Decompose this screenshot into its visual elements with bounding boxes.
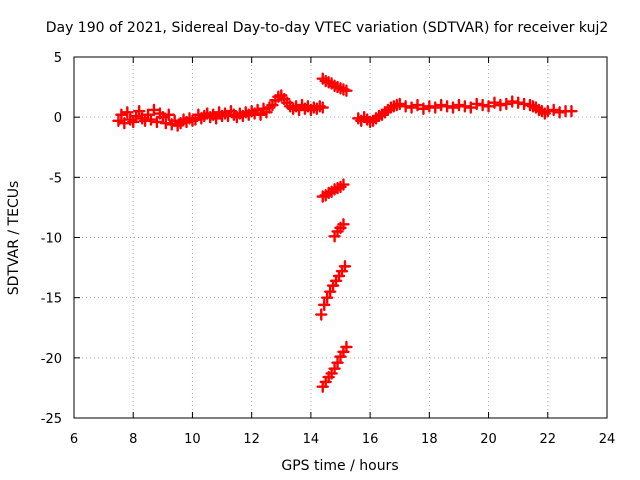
axis-ticks bbox=[73, 56, 608, 419]
x-tick-label: 6 bbox=[70, 432, 78, 447]
y-tick-label: -10 bbox=[41, 232, 62, 247]
y-tick-label: -5 bbox=[49, 171, 62, 186]
data-point bbox=[150, 115, 164, 129]
x-axis-label: GPS time / hours bbox=[281, 458, 398, 474]
data-point bbox=[541, 104, 554, 118]
data-point bbox=[565, 104, 578, 118]
data-point bbox=[476, 98, 489, 112]
x-tick-label: 24 bbox=[599, 432, 616, 447]
x-tick-label: 18 bbox=[421, 432, 438, 447]
data-point bbox=[452, 98, 466, 112]
data-point bbox=[316, 101, 329, 114]
x-tick-label: 20 bbox=[480, 432, 497, 447]
data-point bbox=[318, 298, 331, 312]
y-tick-label: 5 bbox=[54, 51, 62, 66]
data-point bbox=[337, 218, 350, 231]
data-point bbox=[121, 106, 134, 119]
data-point bbox=[340, 340, 353, 354]
data-point bbox=[159, 116, 172, 130]
y-axis-label: SDTVAR / TECUs bbox=[6, 181, 22, 296]
data-point bbox=[440, 100, 454, 113]
data-point bbox=[315, 308, 328, 321]
series-main-track-b bbox=[352, 95, 578, 129]
series-dropout-14.4-15.2 bbox=[315, 72, 353, 393]
data-point bbox=[405, 101, 418, 114]
data-point bbox=[500, 97, 513, 111]
data-point bbox=[144, 113, 158, 126]
data-point bbox=[132, 104, 146, 118]
x-tick-label: 22 bbox=[540, 432, 557, 447]
y-tick-label: -25 bbox=[41, 412, 62, 427]
y-tick-label: 0 bbox=[54, 111, 62, 126]
data-point bbox=[338, 260, 352, 273]
data-point bbox=[553, 106, 566, 119]
y-tick-label: -15 bbox=[41, 292, 62, 307]
data-point bbox=[547, 103, 560, 117]
data-point bbox=[488, 96, 501, 109]
data-point bbox=[470, 97, 483, 111]
data-point bbox=[337, 178, 350, 191]
data-point bbox=[429, 101, 442, 114]
data-point bbox=[517, 97, 531, 111]
data-point bbox=[458, 100, 472, 113]
x-tick-label: 16 bbox=[362, 432, 379, 447]
x-tick-label: 14 bbox=[303, 432, 320, 447]
data-point bbox=[340, 84, 353, 97]
data-point bbox=[511, 96, 525, 109]
data-point bbox=[162, 108, 175, 121]
x-tick-label: 10 bbox=[184, 432, 201, 447]
data-point bbox=[506, 95, 519, 108]
data-point bbox=[115, 108, 128, 121]
y-tick-labels: 5 0 -5 -10 -15 -20 -25 bbox=[41, 51, 62, 427]
data-points bbox=[112, 72, 578, 393]
data-point bbox=[417, 102, 430, 115]
data-point bbox=[446, 101, 460, 114]
chart-title: Day 190 of 2021, Sidereal Day-to-day VTE… bbox=[46, 20, 609, 36]
series-main-track-a bbox=[112, 89, 329, 132]
data-point bbox=[393, 97, 406, 111]
x-tick-label: 8 bbox=[129, 432, 137, 447]
data-point bbox=[494, 98, 507, 112]
data-point bbox=[399, 100, 412, 113]
x-tick-label: 12 bbox=[243, 432, 260, 447]
x-tick-labels: 6 8 10 12 14 16 18 20 22 24 bbox=[70, 432, 615, 447]
y-tick-label: -20 bbox=[41, 352, 62, 367]
data-point bbox=[434, 98, 448, 112]
data-point bbox=[423, 100, 436, 113]
